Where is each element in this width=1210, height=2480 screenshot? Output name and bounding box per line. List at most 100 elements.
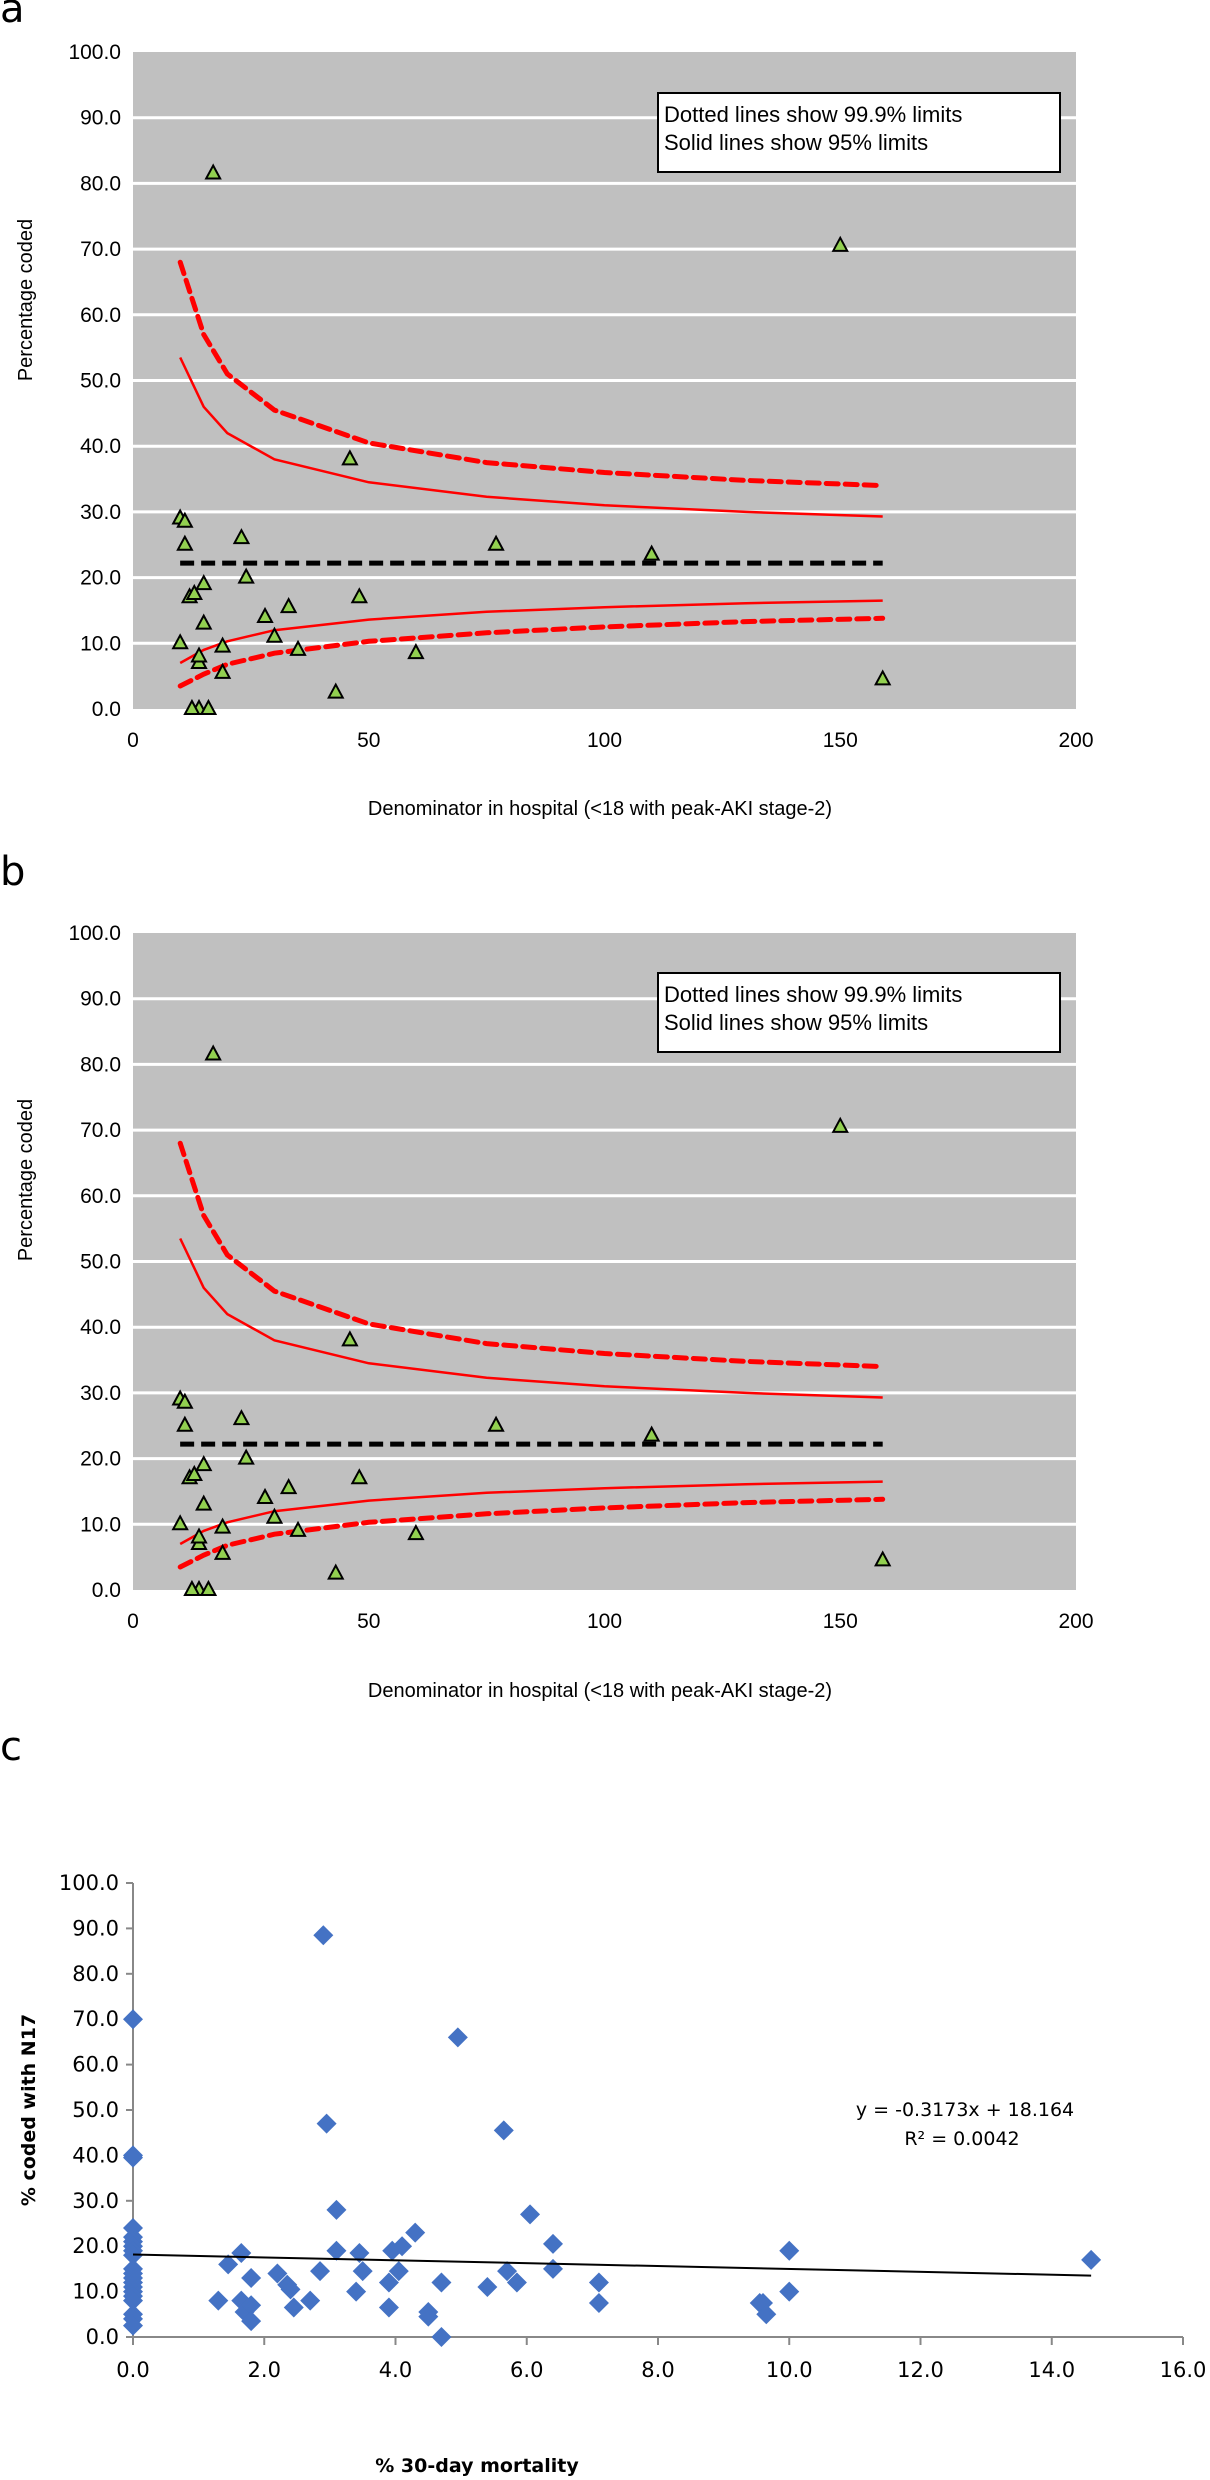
data-point-a (279, 597, 298, 614)
y-tick-label-a: 100.0 (68, 41, 121, 64)
x-tick-label-b: 0 (127, 1610, 139, 1633)
data-point-b (237, 1448, 255, 1465)
data-point-c (447, 2027, 468, 2048)
x-tick-label-b: 100 (587, 1610, 622, 1633)
y-tick-label-b: 100.0 (68, 922, 121, 945)
data-point-b (327, 1563, 345, 1580)
data-point-b (874, 1550, 892, 1567)
x-tick-label-b: 200 (1058, 1610, 1093, 1633)
data-point-c (208, 2290, 229, 2311)
legend-note-b: Dotted lines show 99.9% limits Solid lin… (657, 972, 1061, 1053)
data-point-c (431, 2272, 452, 2293)
y-tick-label-c: 0.0 (86, 2325, 119, 2349)
data-point-c (241, 2267, 262, 2288)
y-tick-label-a: 60.0 (80, 304, 121, 327)
data-point-c (378, 2272, 399, 2293)
limit-line-a-1 (179, 356, 883, 518)
x-tick-label-c: 10.0 (766, 2358, 813, 2382)
y-tick-label-c: 70.0 (72, 2007, 119, 2031)
data-point-a (176, 534, 194, 551)
y-tick-label-a: 50.0 (80, 370, 121, 393)
data-point-c (231, 2243, 252, 2264)
data-point-a (199, 698, 218, 715)
panel-a: a Percentage coded Denominator in hospit… (0, 0, 1094, 820)
data-point-c (388, 2261, 409, 2282)
data-point-a (487, 534, 505, 551)
data-point-a (289, 639, 307, 656)
data-point-a (265, 626, 284, 643)
y-tick-label-b: 0.0 (92, 1579, 121, 1602)
data-point-c (779, 2240, 800, 2261)
data-point-c (346, 2281, 367, 2302)
data-point-a (195, 613, 213, 630)
data-point-a (327, 682, 345, 699)
data-point-c (378, 2297, 399, 2318)
data-point-b (195, 1455, 213, 1472)
y-tick-label-c: 100.0 (59, 1871, 119, 1895)
data-point-c (506, 2272, 527, 2293)
note-line-2-b: Solid lines show 95% limits (664, 1010, 928, 1035)
x-axis-label-c: % 30-day mortality (375, 2455, 579, 2477)
y-tick-label-b: 10.0 (80, 1513, 121, 1536)
y-tick-label-b: 50.0 (80, 1251, 121, 1274)
data-point-c (300, 2290, 321, 2311)
note-line-1-a: Dotted lines show 99.9% limits (664, 102, 962, 127)
y-tick-label-b: 30.0 (80, 1382, 121, 1405)
data-point-b (185, 1464, 203, 1482)
y-tick-label-c: 10.0 (72, 2280, 119, 2304)
y-tick-label-a: 10.0 (80, 632, 121, 655)
x-tick-label-c: 14.0 (1028, 2358, 1075, 2382)
data-point-a (831, 235, 849, 252)
trendline-c (132, 2253, 1092, 2277)
data-point-c (218, 2254, 239, 2275)
x-tick-label-a: 100 (587, 729, 622, 752)
x-tick-label-c: 6.0 (510, 2358, 543, 2382)
y-tick-label-c: 20.0 (72, 2234, 119, 2258)
data-point-c (326, 2199, 347, 2220)
data-point-a (213, 662, 232, 679)
y-tick-label-a: 80.0 (80, 172, 121, 195)
x-tick-label-b: 150 (823, 1610, 858, 1633)
data-point-a (176, 511, 194, 528)
data-point-b (176, 1415, 194, 1432)
data-point-a (237, 567, 255, 584)
data-point-a (642, 544, 661, 561)
data-point-c (497, 2261, 518, 2282)
data-point-b (279, 1478, 298, 1495)
data-point-c (431, 2327, 452, 2347)
data-point-c (326, 2240, 347, 2261)
trendline-equation: y = -0.3173x + 18.164 (856, 2099, 1074, 2121)
data-point-c (241, 2295, 262, 2316)
data-point-c (123, 2290, 143, 2311)
panel-b: b Percentage coded Denominator in hospit… (0, 849, 1094, 1702)
note-box-b (657, 972, 1061, 1053)
x-tick-label-c: 16.0 (1160, 2358, 1207, 2382)
data-point-c (267, 2263, 288, 2284)
x-tick-label-a: 50 (357, 729, 380, 752)
y-tick-label-b: 20.0 (80, 1448, 121, 1471)
data-point-c (316, 2113, 337, 2134)
data-point-b (487, 1415, 505, 1432)
panel-c: c % coded with N17 % 30-day mortality 0.… (0, 1724, 1206, 2477)
panel-letter-a: a (0, 0, 25, 32)
data-point-c (123, 2009, 143, 2030)
y-tick-label-a: 30.0 (80, 501, 121, 524)
data-point-a (183, 698, 201, 715)
data-point-c (779, 2281, 800, 2302)
limit-line-a-0 (177, 259, 886, 489)
x-tick-label-c: 4.0 (379, 2358, 412, 2382)
data-point-b (190, 1527, 208, 1544)
data-point-c (352, 2261, 373, 2282)
data-point-b (407, 1524, 425, 1541)
data-point-c (349, 2243, 370, 2264)
y-axis-label-b: Percentage coded (15, 1099, 37, 1261)
data-point-b (204, 1044, 222, 1061)
y-tick-label-a: 70.0 (80, 238, 121, 261)
x-tick-label-c: 2.0 (248, 2358, 281, 2382)
data-point-b (183, 1579, 201, 1596)
data-point-c (313, 1925, 334, 1946)
x-tick-label-c: 12.0 (897, 2358, 944, 2382)
data-point-b (232, 1409, 251, 1426)
y-tick-label-b: 80.0 (80, 1053, 121, 1076)
